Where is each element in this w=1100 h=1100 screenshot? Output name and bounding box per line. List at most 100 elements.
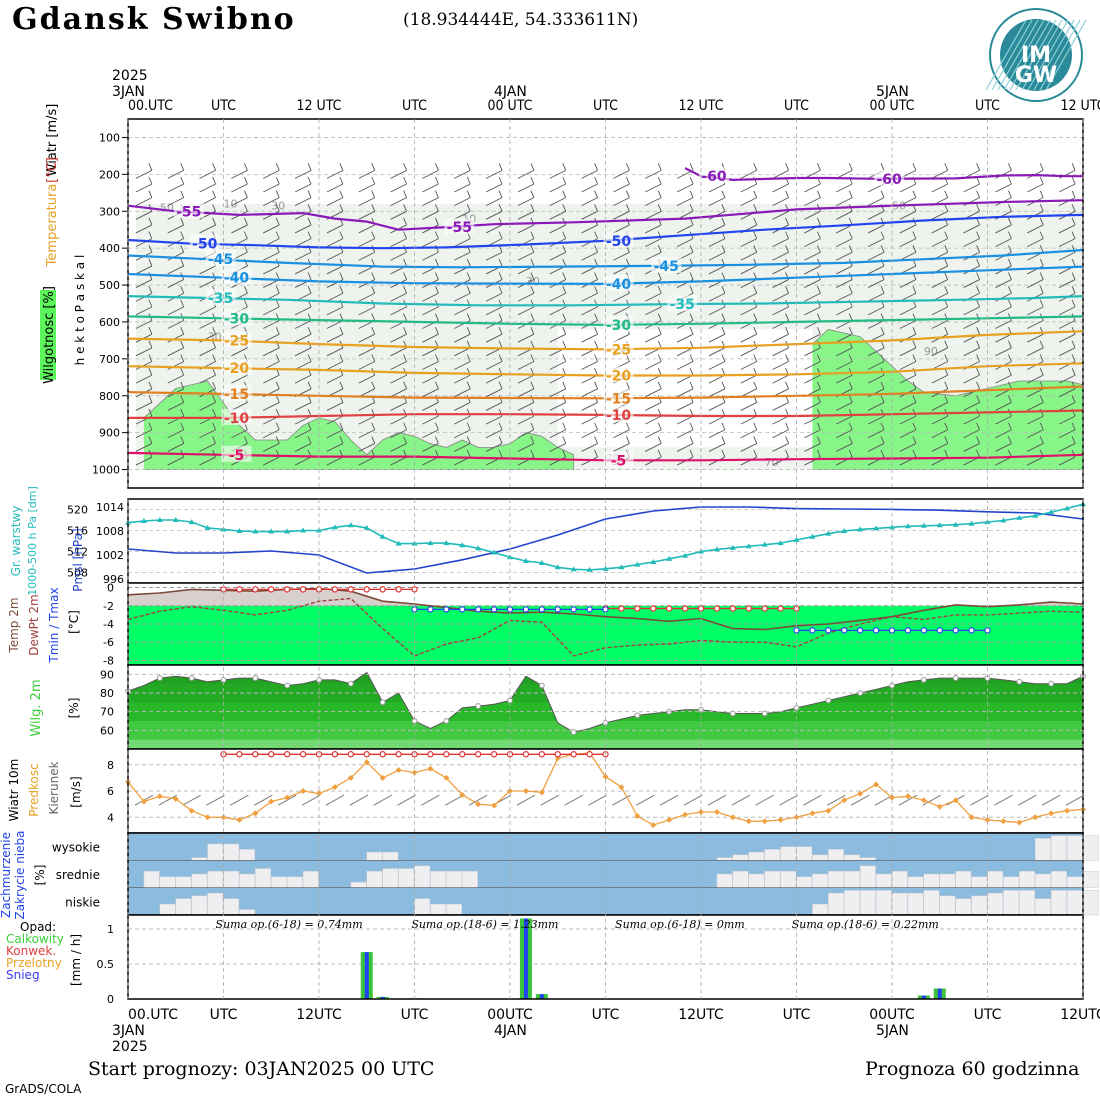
geo-marker (602, 565, 609, 571)
cloud-bar (159, 876, 176, 888)
wind-barb-flag (275, 163, 280, 171)
y-tick-label: 200 (99, 168, 120, 181)
y-tick-label: 1000 (92, 464, 120, 477)
wind-barb-flag (339, 381, 344, 389)
cloud-bar (796, 846, 813, 861)
temp-tick-label: -4 (103, 618, 114, 631)
precip-bar-snow (921, 995, 926, 999)
pmsl-panel: 508 512 516 520 996 1002 1008 1014 (67, 498, 1086, 586)
wind-barb (1058, 374, 1076, 384)
bottom-time-label: UTC (401, 1007, 429, 1023)
wind-barb (867, 306, 885, 316)
hum-marker (570, 729, 577, 736)
wind-dir-label: Kierunek (47, 761, 61, 814)
wind-barb-flag (371, 258, 376, 267)
wind-barb (135, 197, 153, 207)
cloud-bar (191, 873, 208, 888)
cloud-bar (859, 865, 876, 888)
wind-barb (772, 402, 789, 411)
tmax2-marker (650, 605, 657, 612)
wind-barb (485, 306, 503, 316)
wind-barb (755, 794, 774, 806)
wind-barb-flag (594, 204, 598, 212)
wind-barb-flag (466, 286, 471, 294)
top-date-label: 5JAN (876, 84, 909, 100)
wind-barb (995, 374, 1012, 384)
wind-barb-flag (657, 381, 662, 389)
precip-tick-label: 0 (107, 993, 114, 1006)
wind-barb-flag (817, 381, 821, 389)
wind-panel: 4 6 8 (107, 748, 1086, 834)
geo-marker (204, 524, 211, 530)
wind-barb (867, 238, 885, 248)
wind-barb (1027, 415, 1044, 425)
wind-barb (485, 169, 503, 179)
wind-barb-flag (435, 299, 439, 308)
wind-barb-flag (244, 245, 248, 253)
wind-barb (135, 374, 153, 384)
wind-barb (931, 210, 948, 220)
wind-barb (485, 429, 503, 439)
wind-barb (358, 443, 375, 452)
wind-barb-flag (435, 313, 439, 321)
wind-barb-flag (848, 354, 853, 362)
wind-barb-flag (498, 381, 503, 389)
wind-barb-flag (403, 204, 407, 212)
pressure-axis-label: h e k t o P a s k a l (73, 255, 87, 366)
wind-barb-flag (530, 176, 535, 185)
temp2m-label: Temp 2m (7, 597, 21, 653)
wind-barb-flag (275, 395, 280, 403)
cloud-bar (891, 871, 908, 888)
wind-barb-flag (721, 449, 726, 458)
wind-barb-flag (371, 381, 376, 389)
wind-barb (167, 456, 184, 466)
wind-barb (390, 306, 407, 316)
wind-barb (645, 402, 662, 411)
logo-stripe (1027, 19, 1069, 91)
hum-marker (538, 682, 545, 689)
wind-barb-flag (689, 381, 694, 389)
wind-barb (899, 320, 917, 329)
y-tick-label: 600 (99, 316, 120, 329)
gust-marker (299, 751, 307, 758)
wind-barb-flag (275, 217, 280, 226)
wind-barb-flag (689, 190, 694, 198)
gust-marker (331, 751, 339, 758)
wind-barb-flag (848, 422, 853, 430)
cloud-bar (1066, 876, 1083, 888)
wind-barb (708, 415, 726, 425)
top-time-label: UTC (593, 98, 618, 114)
wind-barb-flag (912, 354, 917, 362)
cloud-bar (828, 871, 844, 888)
wind-barb-flag (1039, 245, 1044, 253)
wind-barb (294, 265, 312, 275)
wind-barb-flag (721, 354, 726, 362)
top-time-label: 12 UTC (297, 98, 342, 114)
wind-barb-flag (562, 381, 567, 389)
wind-barb-flag (275, 190, 280, 198)
wind-barb (899, 402, 917, 411)
wind-barb (349, 794, 369, 806)
gust-marker (459, 751, 466, 758)
wind-barb (294, 238, 312, 248)
wind-barb (772, 197, 789, 207)
isotherm-label: -15 (224, 387, 249, 403)
pmsl-tick-label: 996 (103, 573, 124, 586)
wind-barb (836, 279, 853, 288)
wind-barb (922, 794, 942, 806)
wind-barb-flag (880, 422, 885, 430)
wind-barb (995, 429, 1012, 439)
wind-barb (549, 415, 566, 425)
cloud-bar (780, 871, 797, 888)
wind-barb (326, 456, 344, 466)
gust-marker (252, 751, 259, 758)
speed-marker (618, 784, 625, 791)
wind-barb-flag (657, 340, 662, 349)
geo-tick-label: 520 (67, 504, 88, 517)
wind-barb (263, 197, 280, 207)
wind-barb (1018, 794, 1037, 806)
wind-barb (263, 210, 280, 220)
wind-barb (1027, 443, 1044, 452)
isotherm-label: -50 (192, 237, 218, 253)
